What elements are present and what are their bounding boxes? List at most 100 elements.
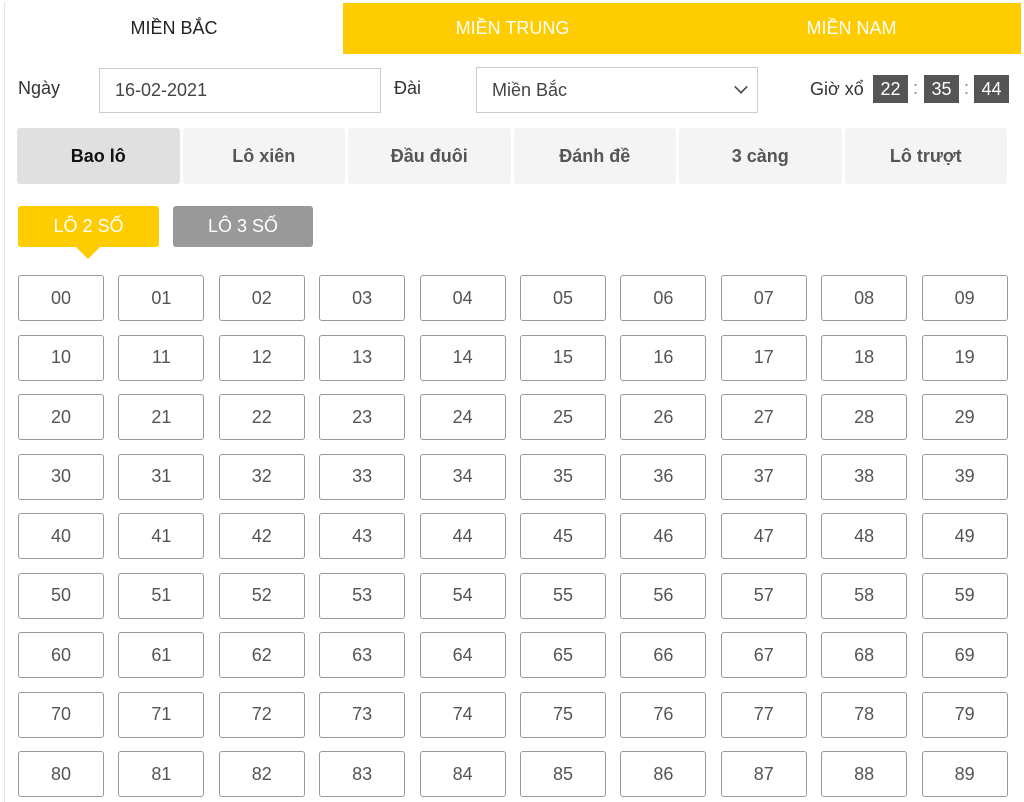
- number-button[interactable]: 20: [18, 394, 104, 440]
- number-button[interactable]: 10: [18, 334, 104, 381]
- number-button[interactable]: 69: [921, 632, 1008, 678]
- number-button[interactable]: 81: [118, 751, 205, 797]
- number-button[interactable]: 00: [18, 275, 104, 321]
- number-button[interactable]: 42: [218, 513, 305, 559]
- number-button[interactable]: 21: [118, 394, 205, 440]
- number-button[interactable]: 39: [921, 453, 1008, 500]
- number-button[interactable]: 03: [319, 275, 406, 321]
- number-button[interactable]: 26: [620, 394, 707, 440]
- number-button[interactable]: 67: [720, 632, 807, 678]
- lo-3-so-button[interactable]: LÔ 3 SỐ: [173, 206, 313, 247]
- number-button[interactable]: 64: [419, 632, 506, 678]
- mode-3-cang[interactable]: 3 càng: [679, 128, 842, 184]
- number-button[interactable]: 61: [118, 632, 205, 678]
- number-button[interactable]: 14: [419, 334, 506, 381]
- tab-mien-bac[interactable]: MIỀN BẮC: [5, 3, 343, 54]
- number-button[interactable]: 70: [18, 691, 104, 738]
- number-button[interactable]: 50: [18, 572, 104, 619]
- number-button[interactable]: 47: [720, 513, 807, 559]
- number-button[interactable]: 75: [520, 691, 606, 738]
- number-button[interactable]: 09: [921, 275, 1008, 321]
- number-button[interactable]: 16: [620, 334, 707, 381]
- number-button[interactable]: 58: [821, 572, 908, 619]
- number-button[interactable]: 54: [419, 572, 506, 619]
- number-button[interactable]: 15: [520, 334, 606, 381]
- number-button[interactable]: 74: [419, 691, 506, 738]
- tab-mien-trung[interactable]: MIỀN TRUNG: [343, 3, 682, 54]
- number-button[interactable]: 06: [620, 275, 707, 321]
- number-button[interactable]: 13: [319, 334, 406, 381]
- mode-lo-xien[interactable]: Lô xiên: [182, 128, 345, 184]
- number-button[interactable]: 34: [419, 453, 506, 500]
- number-button[interactable]: 12: [218, 334, 305, 381]
- number-button[interactable]: 23: [319, 394, 406, 440]
- mode-dau-duoi[interactable]: Đầu đuôi: [348, 128, 511, 184]
- number-button[interactable]: 11: [118, 334, 205, 381]
- number-button[interactable]: 31: [118, 453, 205, 500]
- number-button[interactable]: 63: [319, 632, 406, 678]
- mode-bao-lo[interactable]: Bao lô: [17, 128, 180, 184]
- number-button[interactable]: 56: [620, 572, 707, 619]
- number-button[interactable]: 46: [620, 513, 707, 559]
- tab-mien-nam[interactable]: MIỀN NAM: [682, 3, 1021, 54]
- number-button[interactable]: 17: [720, 334, 807, 381]
- number-button[interactable]: 72: [218, 691, 305, 738]
- number-button[interactable]: 76: [620, 691, 707, 738]
- number-button[interactable]: 62: [218, 632, 305, 678]
- number-button[interactable]: 57: [720, 572, 807, 619]
- number-button[interactable]: 87: [720, 751, 807, 797]
- number-button[interactable]: 04: [419, 275, 506, 321]
- number-button[interactable]: 05: [520, 275, 606, 321]
- number-button[interactable]: 36: [620, 453, 707, 500]
- number-button[interactable]: 07: [720, 275, 807, 321]
- number-button[interactable]: 60: [18, 632, 104, 678]
- number-button[interactable]: 22: [218, 394, 305, 440]
- number-button[interactable]: 30: [18, 453, 104, 500]
- number-button[interactable]: 02: [218, 275, 305, 321]
- number-button[interactable]: 53: [319, 572, 406, 619]
- number-button[interactable]: 71: [118, 691, 205, 738]
- number-button[interactable]: 33: [319, 453, 406, 500]
- number-button[interactable]: 32: [218, 453, 305, 500]
- date-input[interactable]: 16-02-2021: [99, 68, 381, 113]
- number-button[interactable]: 66: [620, 632, 707, 678]
- number-button[interactable]: 28: [821, 394, 908, 440]
- number-button[interactable]: 29: [921, 394, 1008, 440]
- number-button[interactable]: 89: [921, 751, 1008, 797]
- number-button[interactable]: 48: [821, 513, 908, 559]
- number-button[interactable]: 44: [419, 513, 506, 559]
- number-button[interactable]: 82: [218, 751, 305, 797]
- number-button[interactable]: 37: [720, 453, 807, 500]
- number-button[interactable]: 18: [821, 334, 908, 381]
- number-button[interactable]: 24: [419, 394, 506, 440]
- station-select[interactable]: Miền Bắc: [476, 67, 758, 113]
- number-button[interactable]: 55: [520, 572, 606, 619]
- number-button[interactable]: 73: [319, 691, 406, 738]
- number-button[interactable]: 86: [620, 751, 707, 797]
- number-button[interactable]: 40: [18, 513, 104, 559]
- number-button[interactable]: 59: [921, 572, 1008, 619]
- number-button[interactable]: 45: [520, 513, 606, 559]
- number-button[interactable]: 01: [118, 275, 205, 321]
- number-button[interactable]: 25: [520, 394, 606, 440]
- number-button[interactable]: 49: [921, 513, 1008, 559]
- number-button[interactable]: 77: [720, 691, 807, 738]
- number-button[interactable]: 88: [821, 751, 908, 797]
- number-button[interactable]: 35: [520, 453, 606, 500]
- number-button[interactable]: 43: [319, 513, 406, 559]
- number-button[interactable]: 52: [218, 572, 305, 619]
- number-button[interactable]: 80: [18, 751, 104, 797]
- number-button[interactable]: 51: [118, 572, 205, 619]
- number-button[interactable]: 68: [821, 632, 908, 678]
- number-button[interactable]: 78: [821, 691, 908, 738]
- number-button[interactable]: 84: [419, 751, 506, 797]
- number-button[interactable]: 19: [921, 334, 1008, 381]
- number-button[interactable]: 85: [520, 751, 606, 797]
- number-button[interactable]: 65: [520, 632, 606, 678]
- number-button[interactable]: 27: [720, 394, 807, 440]
- lo-2-so-button[interactable]: LÔ 2 SỐ: [18, 206, 159, 259]
- number-button[interactable]: 79: [921, 691, 1008, 738]
- number-button[interactable]: 83: [319, 751, 406, 797]
- mode-lo-truot[interactable]: Lô trượt: [844, 128, 1007, 184]
- number-button[interactable]: 38: [821, 453, 908, 500]
